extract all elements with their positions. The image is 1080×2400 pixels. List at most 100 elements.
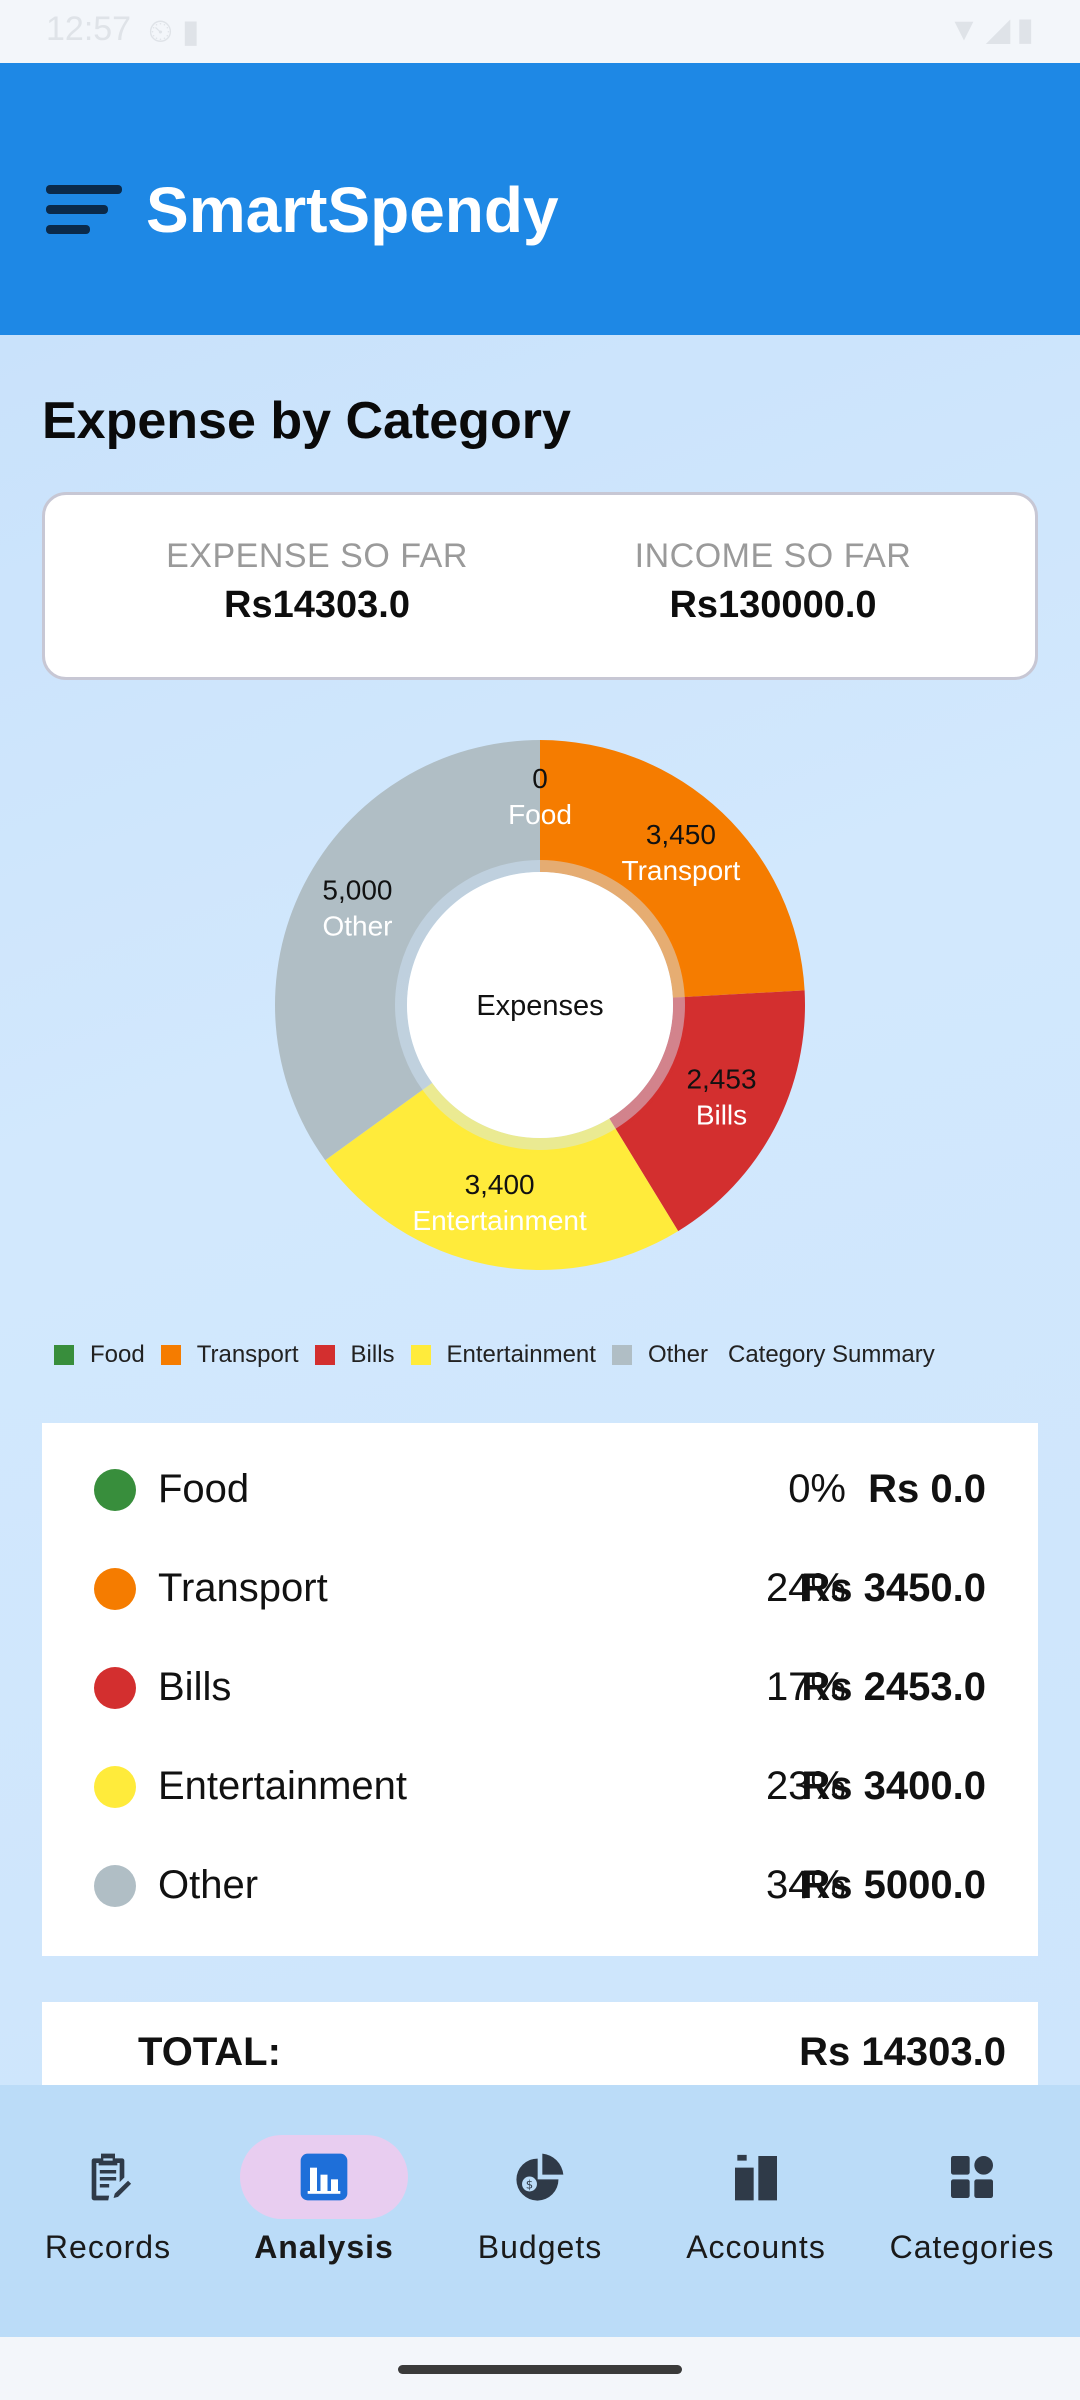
total-card: TOTAL: Rs 14303.0 xyxy=(42,2002,1038,2092)
nav-label: Records xyxy=(44,2229,172,2265)
summary-row-entertainment: Entertainment 23% Rs 3400.0 xyxy=(42,1746,1038,1826)
nav-pill[interactable]: $ xyxy=(456,2135,624,2219)
status-system-icons: ▼◢▮ xyxy=(948,11,1040,47)
income-so-far: INCOME SO FAR Rs130000.0 xyxy=(563,537,983,627)
summary-category-name: Transport xyxy=(158,1566,328,1610)
expense-donut-chart[interactable]: Expenses 0 Food 3,450 Transport 2,453 Bills 3,4… xyxy=(270,735,810,1275)
legend-swatch xyxy=(160,1345,181,1365)
bar-chart-icon xyxy=(296,2149,352,2205)
sort-menu-icon[interactable] xyxy=(46,185,122,237)
slice-value-label-other: 5,000 xyxy=(322,875,392,906)
account-building-icon xyxy=(728,2149,784,2205)
donut-slice-bills[interactable] xyxy=(615,990,805,1232)
legend-item-food: Food xyxy=(54,1341,145,1369)
status-bar: 12:57 ⏲ ▮ ▼◢▮ xyxy=(0,0,1080,63)
summary-category-name: Bills xyxy=(158,1665,232,1709)
donut-center-label: Expenses xyxy=(476,990,603,1022)
nav-label: Budgets xyxy=(477,2229,603,2265)
category-color-dot xyxy=(94,1667,136,1709)
clipboard-edit-icon xyxy=(80,2149,136,2205)
category-color-dot xyxy=(94,1469,136,1511)
expense-label: EXPENSE SO FAR xyxy=(166,537,468,575)
category-summary-heading: Category Summary xyxy=(727,1341,935,1368)
chart-legend: Food Transport Bills Entertainment Other Cate… xyxy=(54,1341,935,1369)
main-content[interactable]: Expense by Category EXPENSE SO FAR Rs143… xyxy=(0,335,1080,2092)
nav-categories[interactable]: Categories xyxy=(864,2135,1080,2266)
slice-name-label-other: Other xyxy=(322,911,392,942)
nav-pill[interactable] xyxy=(888,2135,1056,2219)
summary-percent: 24% xyxy=(765,1566,846,1610)
summary-row-bills: Bills 17% Rs 2453.0 xyxy=(42,1647,1038,1727)
slice-value-label-bills: 2,453 xyxy=(686,1063,756,1094)
summary-percent: 17% xyxy=(765,1665,846,1709)
category-color-dot xyxy=(94,1568,136,1610)
legend-item-bills: Bills xyxy=(314,1341,395,1369)
nav-budgets[interactable]: $ Budgets xyxy=(432,2135,648,2266)
nav-pill[interactable] xyxy=(24,2135,192,2219)
legend-item-transport: Transport xyxy=(160,1341,299,1369)
summary-percent: 34% xyxy=(765,1863,846,1907)
slice-value-label-food: 0 xyxy=(532,763,548,794)
nav-label: Analysis xyxy=(254,2229,394,2265)
summary-percent: 0% xyxy=(788,1467,846,1511)
legend-swatch xyxy=(314,1345,335,1365)
gesture-handle[interactable] xyxy=(398,2365,682,2374)
slice-name-label-food: Food xyxy=(508,799,572,830)
svg-text:$: $ xyxy=(526,2178,533,2192)
legend-label: Transport xyxy=(196,1341,299,1368)
summary-category-name: Entertainment xyxy=(158,1764,408,1808)
legend-label: Bills xyxy=(350,1341,395,1368)
expense-value: Rs14303.0 xyxy=(224,584,410,626)
donut-inner-band-entertainment xyxy=(420,1082,618,1153)
totals-card: EXPENSE SO FAR Rs14303.0 INCOME SO FAR R… xyxy=(42,492,1038,680)
nav-pill[interactable] xyxy=(672,2135,840,2219)
category-summary-card: Food 0% Rs 0.0 Transport 24% Rs 3450.0 Bills 17… xyxy=(42,1423,1038,1956)
legend-swatch xyxy=(54,1345,74,1365)
income-label: INCOME SO FAR xyxy=(634,537,912,575)
nav-records[interactable]: Records xyxy=(0,2135,216,2266)
summary-amount: Rs 0.0 xyxy=(868,1467,986,1511)
legend-label: Entertainment xyxy=(446,1341,596,1368)
nav-pill[interactable] xyxy=(240,2135,408,2219)
donut-slice-transport[interactable] xyxy=(540,740,805,997)
expense-so-far: EXPENSE SO FAR Rs14303.0 xyxy=(107,537,527,627)
donut-slice-entertainment[interactable] xyxy=(325,1089,679,1270)
donut-inner-band-other xyxy=(392,857,540,1092)
legend-item-entertainment: Entertainment xyxy=(410,1341,596,1369)
grid-categories-icon xyxy=(944,2149,1000,2205)
nav-accounts[interactable]: Accounts xyxy=(648,2135,864,2266)
legend-swatch xyxy=(611,1345,632,1365)
donut-svg[interactable]: Expenses 0 Food 3,450 Transport 2,453 Bills 3,4… xyxy=(270,735,810,1275)
summary-category-name: Other xyxy=(158,1863,259,1907)
bottom-navigation: Records Analysis $ Budgets Accounts Categorie… xyxy=(0,2085,1080,2337)
slice-name-label-transport: Transport xyxy=(622,855,741,886)
total-label: TOTAL: xyxy=(138,2030,281,2074)
nav-label: Accounts xyxy=(686,2229,826,2265)
nav-analysis[interactable]: Analysis xyxy=(216,2135,432,2266)
legend-label: Food xyxy=(90,1341,145,1368)
status-time: 12:57 xyxy=(46,10,132,48)
slice-value-label-transport: 3,450 xyxy=(646,819,716,850)
page-title: Expense by Category xyxy=(42,392,571,450)
donut-inner-band-transport xyxy=(540,857,688,998)
gesture-area xyxy=(0,2337,1080,2400)
status-notification-icons: ⏲ ▮ xyxy=(148,13,200,49)
total-value: Rs 14303.0 xyxy=(799,2030,1006,2074)
app-title: SmartSpendy xyxy=(146,174,559,246)
summary-amount: Rs 2453.0 xyxy=(801,1665,986,1709)
donut-slice-other[interactable] xyxy=(275,740,540,1161)
donut-inner-band-bills xyxy=(609,996,688,1132)
pie-chart-money-icon: $ xyxy=(512,2149,568,2205)
income-value: Rs130000.0 xyxy=(669,584,877,626)
legend-item-other: Other xyxy=(611,1341,708,1369)
summary-row-transport: Transport 24% Rs 3450.0 xyxy=(42,1548,1038,1628)
summary-amount: Rs 3400.0 xyxy=(801,1764,986,1808)
summary-percent: 23% xyxy=(765,1764,846,1808)
summary-row-other: Other 34% Rs 5000.0 xyxy=(42,1845,1038,1925)
category-color-dot xyxy=(94,1766,136,1808)
category-color-dot xyxy=(94,1865,136,1907)
summary-category-name: Food xyxy=(158,1467,250,1511)
nav-label: Categories xyxy=(889,2229,1055,2265)
summary-row-food: Food 0% Rs 0.0 xyxy=(42,1449,1038,1529)
legend-swatch xyxy=(410,1345,431,1365)
